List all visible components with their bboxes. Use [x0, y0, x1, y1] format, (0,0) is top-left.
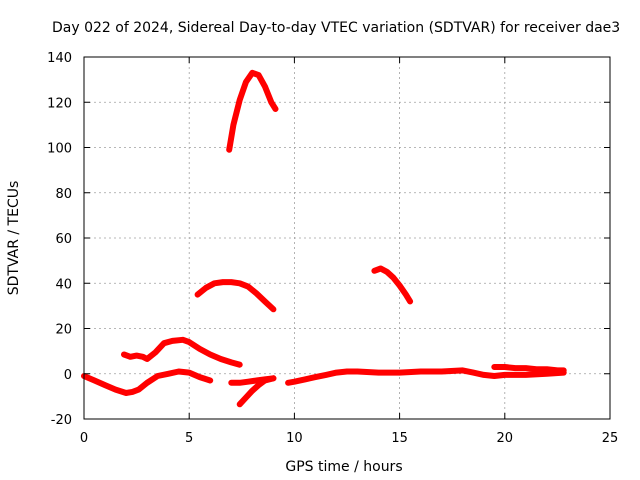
series-arc-6	[236, 375, 277, 408]
y-tick-label: 140	[47, 51, 72, 66]
x-tick-label: 10	[286, 431, 303, 446]
series-arc-3	[194, 279, 277, 313]
y-tick-label: 100	[47, 142, 72, 157]
y-tick-label: 60	[55, 232, 72, 247]
x-tick-label: 15	[391, 431, 408, 446]
grid-layer	[84, 57, 610, 419]
series-arc-1	[81, 368, 214, 396]
x-tick-label: 25	[602, 431, 619, 446]
series-arc-9	[371, 265, 414, 305]
y-tick-label: 120	[47, 96, 72, 111]
tick-layer: -20 0 20 40 60 80 100 120 140 0 5 10 15 20 25	[47, 51, 618, 446]
x-tick-label: 0	[80, 431, 88, 446]
y-tick-label: 80	[55, 187, 72, 202]
series-arc-4	[226, 69, 279, 153]
x-tick-label: 20	[497, 431, 514, 446]
y-tick-label: -20	[51, 413, 72, 428]
plot-frame	[83, 56, 611, 420]
series-arc-7	[285, 367, 567, 386]
chart-title: Day 022 of 2024, Sidereal Day-to-day VTE…	[52, 20, 620, 36]
y-tick-label: 20	[55, 323, 72, 338]
y-axis-label: SDTVAR / TECUs	[6, 181, 22, 296]
series-layer	[81, 69, 567, 408]
series-arc-2	[121, 336, 243, 368]
series-arc-8	[491, 364, 567, 374]
x-axis-label: GPS time / hours	[285, 459, 402, 475]
y-tick-label: 0	[64, 368, 72, 383]
y-tick-label: 40	[55, 277, 72, 292]
x-tick-label: 5	[185, 431, 193, 446]
